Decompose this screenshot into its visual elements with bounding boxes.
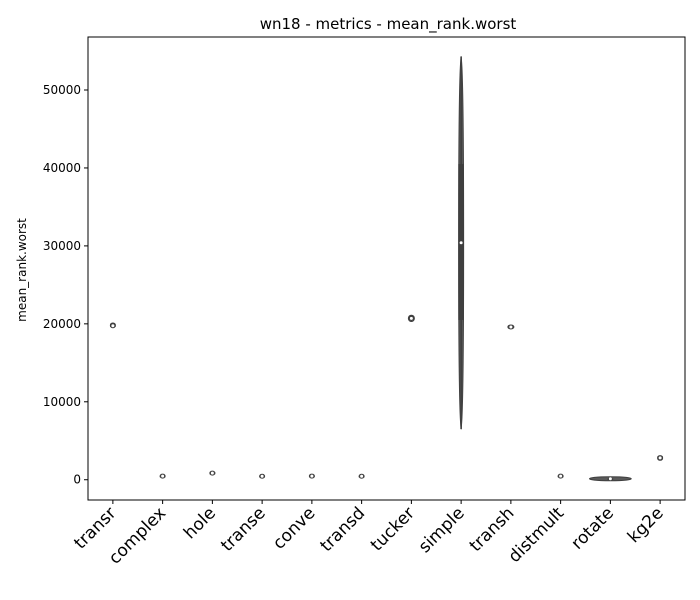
violin-median bbox=[110, 323, 115, 328]
violin-kg2e bbox=[657, 455, 664, 461]
y-tick-label: 20000 bbox=[43, 317, 81, 331]
violin-simple bbox=[458, 55, 465, 430]
violin-median bbox=[409, 316, 414, 321]
violin-median bbox=[309, 473, 314, 479]
plot-frame bbox=[87, 36, 686, 501]
violin-hole bbox=[209, 470, 216, 476]
x-tick-label-transe: transe bbox=[217, 503, 269, 555]
x-tick-label-hole: hole bbox=[180, 503, 220, 543]
violin-transh bbox=[507, 324, 515, 330]
plot-area bbox=[87, 36, 686, 501]
violin-transd bbox=[358, 473, 365, 479]
violin-distmult bbox=[557, 473, 564, 479]
x-tick-label-transd: transd bbox=[316, 503, 369, 556]
violin-median bbox=[508, 324, 513, 330]
y-tick-label: 50000 bbox=[43, 83, 81, 97]
chart-title: wn18 - metrics - mean_rank.worst bbox=[260, 15, 517, 34]
x-tick-label-rotate: rotate bbox=[568, 503, 618, 553]
violin-median bbox=[359, 474, 364, 479]
violin-tucker bbox=[407, 314, 415, 323]
violin-conve bbox=[308, 473, 315, 479]
y-tick-label: 40000 bbox=[43, 161, 81, 175]
violin-complex bbox=[159, 473, 166, 479]
x-tick-label-distmult: distmult bbox=[505, 503, 569, 567]
violin-transe bbox=[259, 473, 266, 479]
violin-median bbox=[210, 471, 215, 476]
violin-transr bbox=[109, 322, 116, 329]
x-tick-label-conve: conve bbox=[269, 503, 319, 553]
x-tick-label-tucker: tucker bbox=[367, 503, 419, 555]
violin-rotate bbox=[588, 476, 632, 482]
y-axis: 0 10000 20000 30000 40000 50000 bbox=[43, 83, 88, 487]
violin-median bbox=[608, 476, 613, 481]
x-tick-label-simple: simple bbox=[415, 503, 469, 557]
violin-median bbox=[658, 455, 663, 461]
y-tick-label: 30000 bbox=[43, 239, 81, 253]
violin-median bbox=[260, 474, 265, 479]
y-axis-label: mean_rank.worst bbox=[15, 218, 29, 322]
x-tick-label-kg2e: kg2e bbox=[624, 503, 668, 547]
y-tick-label: 10000 bbox=[43, 395, 81, 409]
violin-median bbox=[558, 473, 563, 479]
violin-median bbox=[459, 240, 464, 245]
violin-median bbox=[160, 474, 165, 479]
y-tick-label: 0 bbox=[73, 473, 81, 487]
